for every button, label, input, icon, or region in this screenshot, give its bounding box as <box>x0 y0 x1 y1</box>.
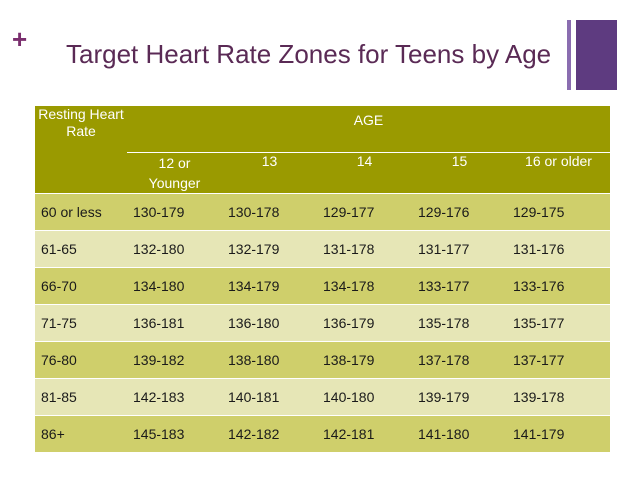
target-zone-cell: 145-183 <box>127 415 222 453</box>
target-zone-cell: 140-180 <box>317 378 412 416</box>
age-column-header: 12 or Younger <box>127 152 222 194</box>
table-row: 86+ 145-183 142-182 142-181 141-180 141-179 <box>35 415 610 453</box>
age-column-header: 13 <box>222 152 317 194</box>
table-row: 60 or less 130-179 130-178 129-177 129-176 12… <box>35 193 610 231</box>
resting-rate-cell: 66-70 <box>35 267 127 305</box>
age-column-header: 15 <box>412 152 507 194</box>
table-row: 71-75 136-181 136-180 136-179 135-178 135-177 <box>35 304 610 342</box>
table-row: 76-80 139-182 138-180 138-179 137-178 137-177 <box>35 341 610 379</box>
target-zone-cell: 130-179 <box>127 193 222 231</box>
plus-icon: + <box>12 24 28 54</box>
decorative-bar-thick <box>576 20 617 90</box>
decorative-bar-thin <box>567 20 571 90</box>
target-zone-cell: 133-176 <box>507 267 610 305</box>
resting-rate-cell: 76-80 <box>35 341 127 379</box>
slide-title: Target Heart Rate Zones for Teens by Age <box>66 39 552 69</box>
target-zone-cell: 132-179 <box>222 230 317 268</box>
resting-heart-rate-header: Resting Heart Rate <box>35 106 127 194</box>
target-zone-cell: 142-181 <box>317 415 412 453</box>
target-zone-cell: 134-178 <box>317 267 412 305</box>
target-zone-cell: 129-177 <box>317 193 412 231</box>
target-zone-cell: 139-178 <box>507 378 610 416</box>
target-zone-cell: 131-177 <box>412 230 507 268</box>
table-row: 61-65 132-180 132-179 131-178 131-177 131-176 <box>35 230 610 268</box>
target-zone-cell: 138-179 <box>317 341 412 379</box>
target-zone-cell: 131-176 <box>507 230 610 268</box>
target-zone-cell: 138-180 <box>222 341 317 379</box>
decorative-gap <box>571 20 576 90</box>
target-zone-cell: 136-180 <box>222 304 317 342</box>
target-zone-cell: 139-182 <box>127 341 222 379</box>
target-zone-cell: 141-179 <box>507 415 610 453</box>
target-zone-cell: 136-181 <box>127 304 222 342</box>
resting-rate-cell: 81-85 <box>35 378 127 416</box>
target-zone-cell: 130-178 <box>222 193 317 231</box>
table-header-row: Resting Heart Rate AGE <box>35 106 610 194</box>
target-zone-cell: 134-179 <box>222 267 317 305</box>
table-row: 81-85 142-183 140-181 140-180 139-179 139-178 <box>35 378 610 416</box>
target-zone-cell: 131-178 <box>317 230 412 268</box>
age-group-header: AGE <box>127 106 610 153</box>
target-zone-cell: 142-182 <box>222 415 317 453</box>
target-zone-cell: 142-183 <box>127 378 222 416</box>
age-column-header: 16 or older <box>507 152 610 194</box>
resting-rate-cell: 60 or less <box>35 193 127 231</box>
age-column-header: 14 <box>317 152 412 194</box>
target-zone-cell: 137-177 <box>507 341 610 379</box>
target-zone-cell: 135-177 <box>507 304 610 342</box>
target-zone-cell: 133-177 <box>412 267 507 305</box>
age-columns-row: 12 or Younger 13 14 15 16 or older <box>35 152 610 194</box>
target-zone-cell: 129-175 <box>507 193 610 231</box>
resting-rate-cell: 61-65 <box>35 230 127 268</box>
target-zone-cell: 141-180 <box>412 415 507 453</box>
target-zone-cell: 132-180 <box>127 230 222 268</box>
target-zone-cell: 137-178 <box>412 341 507 379</box>
target-zone-cell: 139-179 <box>412 378 507 416</box>
resting-rate-cell: 71-75 <box>35 304 127 342</box>
table-row: 66-70 134-180 134-179 134-178 133-177 133-176 <box>35 267 610 305</box>
heart-rate-table: Resting Heart Rate AGE 12 or Younger 13 … <box>35 106 610 453</box>
target-zone-cell: 129-176 <box>412 193 507 231</box>
target-zone-cell: 140-181 <box>222 378 317 416</box>
target-zone-cell: 136-179 <box>317 304 412 342</box>
resting-rate-cell: 86+ <box>35 415 127 453</box>
target-zone-cell: 135-178 <box>412 304 507 342</box>
target-zone-cell: 134-180 <box>127 267 222 305</box>
